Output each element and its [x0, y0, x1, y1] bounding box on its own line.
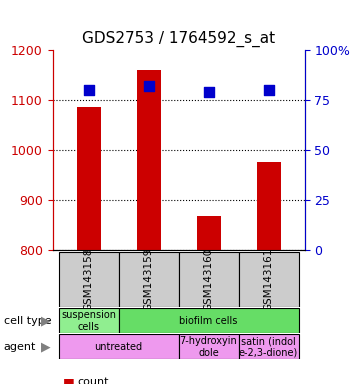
Bar [196, 216, 220, 250]
Bar [178, 334, 238, 359]
FancyBboxPatch shape [238, 252, 299, 307]
Bar [119, 308, 299, 333]
Text: 7-hydroxyin
dole: 7-hydroxyin dole [180, 336, 237, 358]
Text: GSM143159: GSM143159 [144, 248, 154, 311]
FancyBboxPatch shape [119, 252, 178, 307]
Text: satin (indol
e-2,3-dione): satin (indol e-2,3-dione) [239, 336, 298, 358]
Bar [257, 162, 280, 250]
FancyBboxPatch shape [58, 252, 119, 307]
Point [266, 87, 271, 93]
Text: GSM143160: GSM143160 [203, 248, 214, 311]
Bar [58, 308, 119, 333]
Text: count: count [77, 377, 108, 384]
Text: suspension
cells: suspension cells [61, 310, 116, 332]
Text: ■: ■ [63, 376, 75, 384]
Bar [77, 108, 100, 250]
Bar [58, 334, 178, 359]
Text: untreated: untreated [94, 342, 142, 352]
Bar [238, 334, 299, 359]
Text: ▶: ▶ [41, 314, 50, 327]
Title: GDS2753 / 1764592_s_at: GDS2753 / 1764592_s_at [82, 31, 275, 47]
Text: ▶: ▶ [41, 341, 50, 353]
Text: biofilm cells: biofilm cells [179, 316, 238, 326]
Point [86, 87, 91, 93]
Text: GSM143161: GSM143161 [264, 248, 273, 311]
Point [146, 83, 151, 89]
FancyBboxPatch shape [178, 252, 238, 307]
Bar [136, 70, 161, 250]
Text: cell type: cell type [4, 316, 51, 326]
Text: agent: agent [4, 342, 36, 352]
Point [206, 89, 211, 95]
Text: GSM143158: GSM143158 [84, 248, 93, 311]
